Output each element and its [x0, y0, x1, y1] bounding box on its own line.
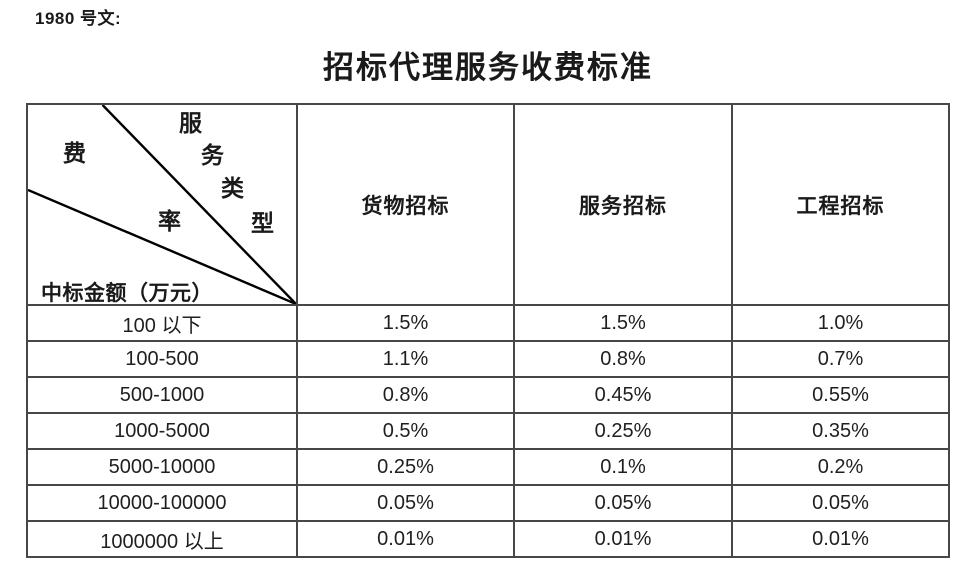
amount-range-cell: 100-500 — [26, 340, 298, 378]
service-rate-cell: 0.45% — [513, 376, 733, 414]
table-corner-cell: 费 服 务 类 率 型 中标金额（万元） — [26, 103, 298, 306]
works-rate-cell: 1.0% — [731, 304, 950, 342]
table-row: 5000-10000 0.25% 0.1% 0.2% — [26, 448, 950, 486]
service-rate-cell: 0.25% — [513, 412, 733, 450]
works-rate-cell: 0.55% — [731, 376, 950, 414]
table-row: 100-500 1.1% 0.8% 0.7% — [26, 340, 950, 378]
fee-table: 费 服 务 类 率 型 中标金额（万元） 货物招标 服务招标 工程招标 100 … — [26, 103, 950, 558]
amount-range-cell: 1000000 以上 — [26, 520, 298, 558]
service-rate-cell: 0.1% — [513, 448, 733, 486]
amount-range-cell: 1000-5000 — [26, 412, 298, 450]
works-rate-cell: 0.2% — [731, 448, 950, 486]
page-title: 招标代理服务收费标准 — [323, 50, 653, 85]
corner-rate-char: 率 — [158, 209, 181, 234]
column-header-goods: 货物招标 — [296, 103, 515, 306]
amount-range-cell: 500-1000 — [26, 376, 298, 414]
service-rate-cell: 0.01% — [513, 520, 733, 558]
amount-range-cell: 10000-100000 — [26, 484, 298, 522]
goods-rate-cell: 1.5% — [296, 304, 515, 342]
table-row: 1000-5000 0.5% 0.25% 0.35% — [26, 412, 950, 450]
corner-service-type-char: 型 — [251, 211, 274, 236]
goods-rate-cell: 0.8% — [296, 376, 515, 414]
goods-rate-cell: 0.05% — [296, 484, 515, 522]
works-rate-cell: 0.05% — [731, 484, 950, 522]
table-row: 1000000 以上 0.01% 0.01% 0.01% — [26, 520, 950, 558]
amount-range-cell: 100 以下 — [26, 304, 298, 342]
amount-range-cell: 5000-10000 — [26, 448, 298, 486]
service-rate-cell: 0.05% — [513, 484, 733, 522]
column-header-works: 工程招标 — [731, 103, 950, 306]
works-rate-cell: 0.35% — [731, 412, 950, 450]
works-rate-cell: 0.7% — [731, 340, 950, 378]
column-header-service: 服务招标 — [513, 103, 733, 306]
service-rate-cell: 1.5% — [513, 304, 733, 342]
goods-rate-cell: 0.5% — [296, 412, 515, 450]
corner-service-type-char: 服 — [179, 111, 202, 136]
corner-fee-char: 费 — [63, 141, 86, 166]
table-row: 500-1000 0.8% 0.45% 0.55% — [26, 376, 950, 414]
service-rate-cell: 0.8% — [513, 340, 733, 378]
works-rate-cell: 0.01% — [731, 520, 950, 558]
corner-service-type-char: 务 — [201, 143, 224, 168]
corner-amount-label: 中标金额（万元） — [41, 281, 213, 305]
table-row: 10000-100000 0.05% 0.05% 0.05% — [26, 484, 950, 522]
goods-rate-cell: 0.01% — [296, 520, 515, 558]
table-header-row: 费 服 务 类 率 型 中标金额（万元） 货物招标 服务招标 工程招标 — [26, 103, 950, 306]
goods-rate-cell: 0.25% — [296, 448, 515, 486]
diagonal-divider-lines — [28, 105, 296, 304]
corner-service-type-char: 类 — [221, 176, 244, 201]
table-row: 100 以下 1.5% 1.5% 1.0% — [26, 304, 950, 342]
goods-rate-cell: 1.1% — [296, 340, 515, 378]
doc-ref: 1980 号文: — [35, 9, 122, 28]
